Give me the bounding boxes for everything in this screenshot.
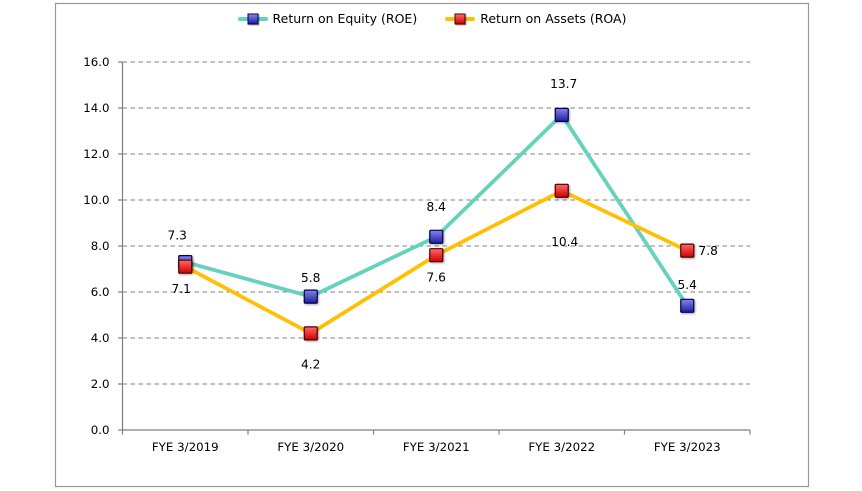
data-label: 7.6: [427, 270, 446, 284]
x-category-label: FYE 3/2020: [277, 440, 344, 454]
data-point-marker: [429, 248, 444, 263]
y-tick-label: 14.0: [83, 101, 109, 115]
y-tick-label: 2.0: [91, 377, 110, 391]
data-point-marker: [303, 326, 318, 341]
data-point-marker: [680, 243, 695, 258]
y-tick-label: 10.0: [83, 193, 109, 207]
y-tick-label: 8.0: [91, 239, 110, 253]
x-category-label: FYE 3/2023: [654, 440, 721, 454]
data-label: 7.3: [168, 228, 187, 242]
x-category-label: FYE 3/2022: [528, 440, 595, 454]
roa-marker-icon: [454, 13, 466, 25]
data-point-marker: [554, 183, 569, 198]
chart-legend: Return on Equity (ROE) Return on Assets …: [55, 10, 809, 28]
y-tick-label: 12.0: [83, 147, 109, 161]
x-category-label: FYE 3/2019: [152, 440, 219, 454]
data-label: 7.1: [172, 282, 191, 296]
chart-frame: [54, 2, 810, 488]
legend-item-roe: Return on Equity (ROE): [237, 10, 418, 28]
data-point-marker: [680, 298, 695, 313]
data-label: 5.4: [678, 278, 698, 292]
data-label: 10.4: [551, 235, 578, 249]
roe-marker-icon: [247, 13, 259, 25]
data-label: 8.4: [427, 200, 447, 214]
legend-item-roa: Return on Assets (ROA): [445, 10, 626, 28]
data-label: 13.7: [550, 77, 577, 91]
x-category-label: FYE 3/2021: [403, 440, 470, 454]
data-point-marker: [429, 229, 444, 244]
data-point-marker: [178, 259, 193, 274]
legend-label-roa: Return on Assets (ROA): [480, 11, 627, 26]
roe-series-swatch-icon: [237, 13, 268, 25]
data-point-marker: [303, 289, 318, 304]
y-tick-label: 0.0: [91, 423, 110, 437]
data-point-marker: [554, 107, 569, 123]
legend-label-roe: Return on Equity (ROE): [272, 11, 418, 26]
y-tick-label: 4.0: [91, 331, 110, 345]
y-tick-label: 6.0: [91, 285, 110, 299]
roa-series-swatch-icon: [445, 13, 476, 25]
y-tick-label: 16.0: [83, 55, 109, 69]
data-label: 4.2: [301, 358, 320, 372]
data-label: 5.8: [301, 271, 320, 285]
data-label: 7.8: [699, 244, 718, 258]
